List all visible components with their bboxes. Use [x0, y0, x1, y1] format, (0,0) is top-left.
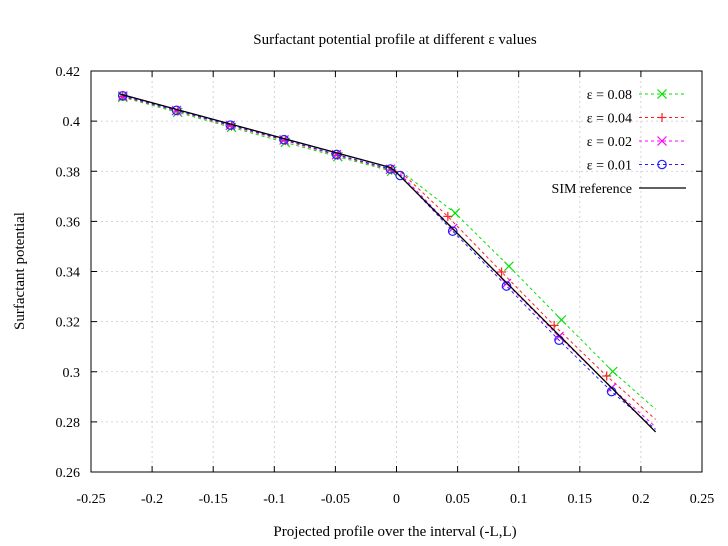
legend-marker [657, 113, 667, 122]
series-3 [117, 91, 656, 428]
y-tick-label: 0.32 [56, 316, 81, 331]
y-tick-label: 0.26 [56, 466, 81, 481]
marker-stroke [503, 261, 514, 272]
series-layer [117, 91, 657, 433]
marker-stroke [501, 278, 512, 289]
marker-stroke [556, 314, 567, 325]
chart-title: Surfactant potential profile at differen… [253, 32, 537, 48]
legend-label: ε = 0.08 [587, 88, 632, 103]
x-axis-title: Projected profile over the interval (-L,… [273, 524, 516, 540]
legend-item: ε = 0.02 [587, 135, 686, 150]
data-point [497, 267, 507, 277]
y-tick-label: 0.38 [56, 165, 81, 180]
x-tick-label: 0.25 [690, 492, 715, 507]
y-tick-label: 0.42 [56, 65, 81, 80]
x-tick-label: 0.2 [632, 492, 650, 507]
series-line [122, 96, 656, 420]
x-tick-label: 0.05 [445, 492, 470, 507]
marker-stroke [607, 366, 618, 377]
series-2 [118, 92, 656, 420]
series-line [122, 95, 656, 428]
legend-label: ε = 0.04 [587, 112, 632, 127]
data-point [447, 226, 458, 236]
x-tick-label: 0.1 [510, 492, 528, 507]
y-tick-label: 0.34 [56, 266, 81, 281]
y-tick-label: 0.36 [56, 215, 81, 230]
y-tick-label: 0.4 [63, 115, 81, 130]
legend-marker [657, 159, 667, 170]
series-line [122, 96, 656, 410]
series-5 [120, 93, 657, 433]
data-point [549, 320, 559, 330]
series-line [120, 93, 657, 433]
y-tick-label: 0.28 [56, 416, 81, 431]
legend-item: SIM reference [552, 182, 686, 197]
grid-lines [91, 71, 702, 472]
data-point [556, 314, 567, 325]
x-tick-label: -0.05 [321, 492, 350, 507]
x-tick-label: -0.15 [199, 492, 228, 507]
legend-item: ε = 0.08 [587, 88, 686, 103]
series-4 [117, 91, 656, 430]
data-point [395, 170, 405, 181]
x-tick-label: 0 [393, 492, 400, 507]
legend-item: ε = 0.04 [587, 112, 686, 127]
marker-stroke [657, 136, 667, 146]
x-tick-label: -0.2 [141, 492, 163, 507]
x-tick-label: -0.1 [263, 492, 285, 507]
y-axis-title: Surfactant potential [12, 212, 28, 330]
legend: ε = 0.08 ε = 0.04 ε = 0.02 ε = 0.01 SIM refe… [552, 88, 686, 197]
y-axis-ticks: 0.26 0.28 0.3 0.32 0.34 0.36 0.38 0.4 0.42 [56, 65, 702, 481]
data-point [602, 371, 612, 381]
legend-marker [657, 136, 667, 146]
marker-stroke [657, 89, 667, 99]
legend-label: ε = 0.01 [587, 159, 632, 174]
legend-marker [657, 89, 667, 99]
series-line [122, 95, 656, 430]
series-1 [117, 92, 656, 410]
x-tick-label: 0.15 [568, 492, 593, 507]
x-axis-ticks: -0.25 -0.2 -0.15 -0.1 -0.05 0 0.05 0.1 0.15 0.2 0.… [76, 71, 714, 507]
x-tick-label: -0.25 [76, 492, 105, 507]
legend-label: SIM reference [552, 182, 632, 197]
legend-item: ε = 0.01 [587, 159, 686, 174]
data-point [503, 261, 514, 272]
data-point [607, 366, 618, 377]
y-tick-label: 0.3 [63, 366, 81, 381]
legend-label: ε = 0.02 [587, 135, 632, 150]
data-point [385, 164, 396, 174]
data-point [443, 211, 453, 221]
